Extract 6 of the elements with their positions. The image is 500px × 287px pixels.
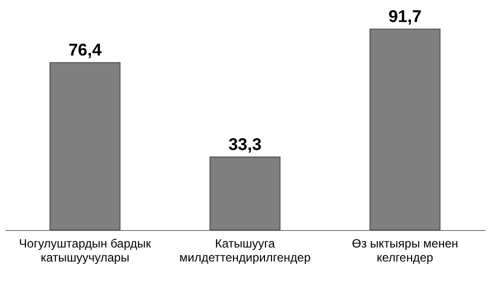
x-tick-label: Чогулуштардын бардык катышуучулары (19, 236, 152, 264)
x-tick-label: Өз ыктыяры менен келгендер (352, 236, 458, 264)
data-label: 33,3 (228, 135, 262, 154)
data-label: 76,4 (68, 40, 102, 60)
x-tick-label: Катышууга милдеттендирилгендер (179, 236, 311, 264)
data-label: 91,7 (388, 7, 422, 26)
